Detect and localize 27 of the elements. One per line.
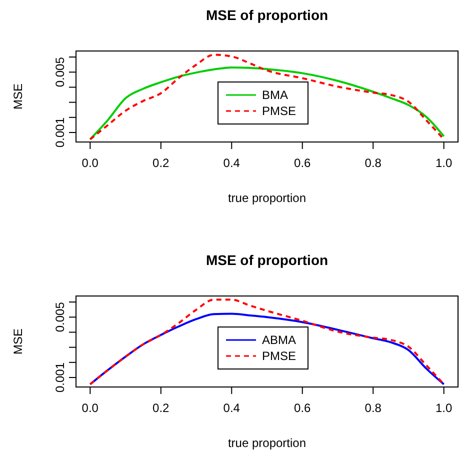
x-tick-label: 1.0 — [436, 401, 453, 415]
line-series — [89, 298, 445, 386]
legend-label: ABMA — [262, 333, 296, 347]
y-tick-label: 0.005 — [53, 56, 67, 88]
x-tick-label: 0.2 — [152, 401, 170, 415]
x-axis-title: true proportion — [228, 191, 306, 205]
legend-label: PMSE — [262, 349, 296, 363]
y-tick-label: 0.001 — [53, 362, 67, 393]
x-tick-label: 1.0 — [436, 156, 453, 170]
chart-title: MSE of proportion — [206, 7, 328, 23]
x-tick-label: 0.0 — [82, 156, 99, 170]
legend-label: BMA — [262, 88, 288, 102]
legend-label: PMSE — [262, 104, 296, 118]
x-tick-label: 0.0 — [82, 401, 99, 415]
y-tick-label: 0.001 — [53, 117, 67, 148]
x-tick-label: 0.8 — [364, 401, 382, 415]
y-tick-label: 0.005 — [53, 302, 67, 332]
x-tick-label: 0.6 — [294, 156, 312, 170]
x-tick-label: 0.4 — [223, 156, 240, 170]
chart-title: MSE of proportion — [206, 252, 328, 268]
x-tick-label: 0.8 — [364, 156, 382, 170]
x-tick-label: 0.6 — [294, 401, 312, 415]
x-tick-label: 0.4 — [223, 401, 240, 415]
x-tick-label: 0.2 — [152, 156, 170, 170]
x-axis-title: true proportion — [228, 436, 306, 450]
y-axis-title: MSE — [11, 83, 25, 110]
y-axis-title: MSE — [11, 328, 25, 355]
